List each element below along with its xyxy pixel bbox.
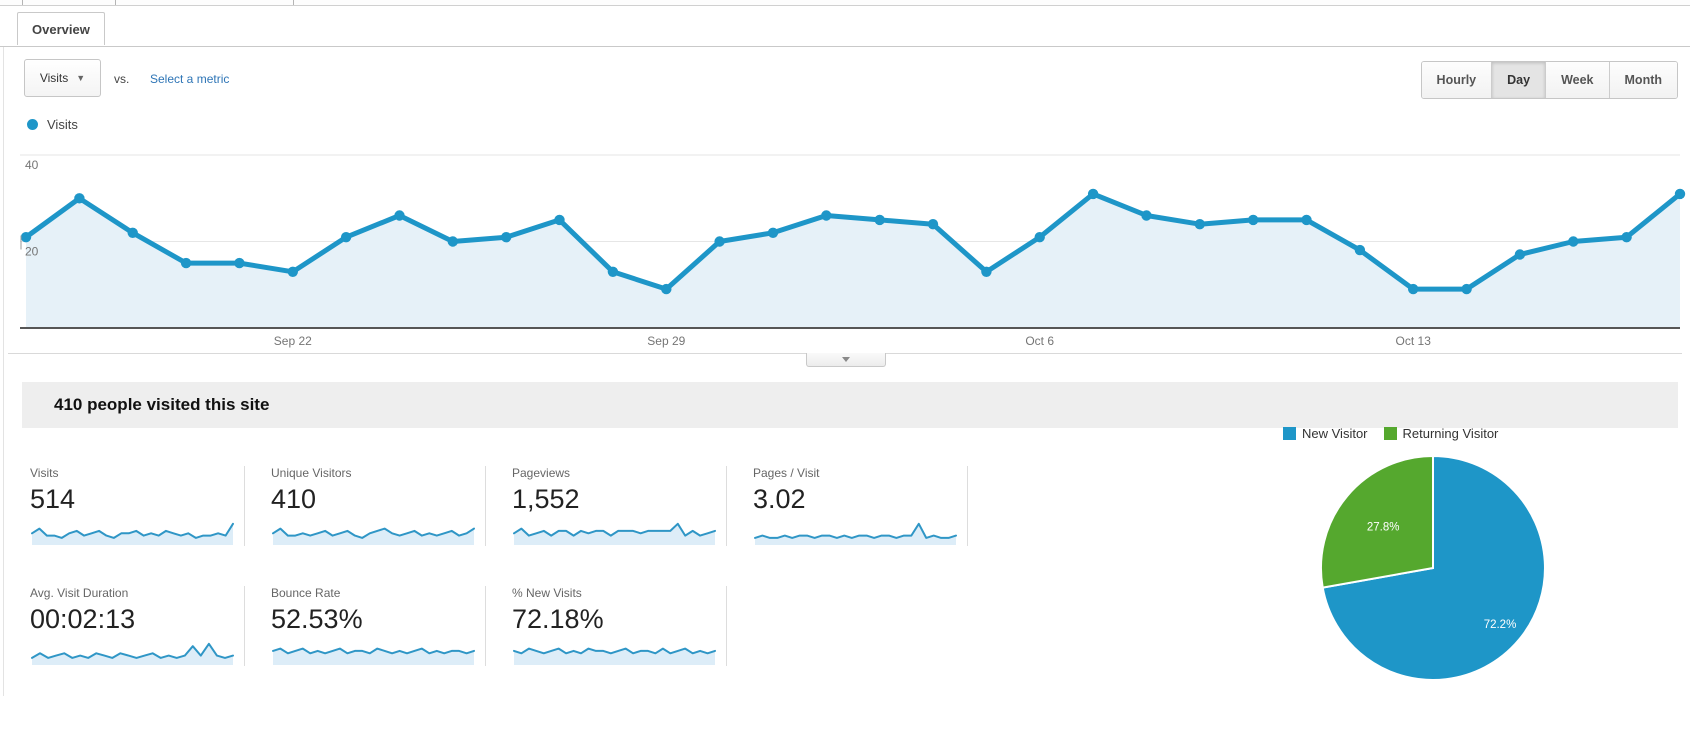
pie-legend-item-new-visitor: New Visitor xyxy=(1283,426,1368,441)
metric-card-pageviews: Pageviews 1,552 xyxy=(512,466,727,546)
pie-legend-label: New Visitor xyxy=(1302,426,1368,441)
metric-sparkline xyxy=(512,518,717,546)
metric-sparkline xyxy=(753,518,958,546)
top-strip-tick xyxy=(293,0,294,5)
metric-sparkline xyxy=(512,638,717,666)
granularity-toggle: Hourly Day Week Month xyxy=(1420,61,1678,99)
metric-card-pages-per-visit: Pages / Visit 3.02 xyxy=(753,466,968,546)
granularity-day-button[interactable]: Day xyxy=(1491,62,1546,98)
top-strip-tick xyxy=(22,0,23,5)
tab-overview[interactable]: Overview xyxy=(17,12,105,45)
metric-label: % New Visits xyxy=(512,586,582,600)
metric-label: Pageviews xyxy=(512,466,571,480)
visitors-headline-text: 410 people visited this site xyxy=(54,395,270,414)
metric-label: Pages / Visit xyxy=(753,466,820,480)
legend-swatch-icon xyxy=(1283,427,1296,440)
tab-row-divider xyxy=(0,46,1690,47)
chevron-down-icon xyxy=(842,357,850,362)
collapse-chart-button[interactable] xyxy=(806,353,886,367)
metric-card-percent-new-visits: % New Visits 72.18% xyxy=(512,586,727,666)
svg-text:Oct 13: Oct 13 xyxy=(1396,334,1432,348)
metric-label: Unique Visitors xyxy=(271,466,352,480)
metric-value: 52.53% xyxy=(271,604,363,634)
granularity-week-button[interactable]: Week xyxy=(1545,62,1609,98)
pie-legend-label: Returning Visitor xyxy=(1402,426,1499,441)
chevron-down-icon: ▼ xyxy=(76,73,86,83)
pie-legend-item-returning-visitor: Returning Visitor xyxy=(1383,426,1499,441)
top-strip xyxy=(0,0,1690,6)
metric-selector-label: Visits xyxy=(39,71,69,85)
metric-cards-row-2: Avg. Visit Duration 00:02:13 Bounce Rate… xyxy=(30,586,753,666)
svg-text:20: 20 xyxy=(25,245,39,259)
top-strip-tick xyxy=(115,0,116,5)
svg-text:Oct 6: Oct 6 xyxy=(1025,334,1054,348)
metric-cards-row-1: Visits 514 Unique Visitors 410 Pageviews… xyxy=(30,466,994,546)
page-left-border xyxy=(3,46,4,696)
metric-value: 514 xyxy=(30,484,76,514)
legend-swatch-icon xyxy=(1383,427,1397,440)
metric-value: 00:02:13 xyxy=(30,604,136,634)
svg-text:Sep 29: Sep 29 xyxy=(647,334,685,348)
metric-label: Visits xyxy=(30,466,59,480)
metric-label: Bounce Rate xyxy=(271,586,341,600)
svg-text:27.8%: 27.8% xyxy=(1367,521,1400,533)
series-legend-label: Visits xyxy=(47,117,78,132)
metric-card-avg-visit-duration: Avg. Visit Duration 00:02:13 xyxy=(30,586,245,666)
vs-label: vs. xyxy=(114,72,130,86)
visitor-type-pie-chart: 72.2% 27.8% xyxy=(1313,448,1553,688)
visitors-headline: 410 people visited this site xyxy=(22,382,1678,428)
svg-text:Sep 22: Sep 22 xyxy=(274,334,312,348)
metric-value: 410 xyxy=(271,484,317,514)
metric-sparkline xyxy=(271,518,476,546)
metric-label: Avg. Visit Duration xyxy=(30,586,129,600)
visits-timeline-chart: 20 40 Sep 22 Sep 29 Oct 6 Oct 13 xyxy=(0,145,1690,353)
metric-value: 3.02 xyxy=(753,484,806,514)
metric-card-visits: Visits 514 xyxy=(30,466,245,546)
pie-legend: New Visitor Returning Visitor xyxy=(1283,426,1583,441)
metric-value: 1,552 xyxy=(512,484,580,514)
metric-selector-dropdown[interactable]: Visits ▼ xyxy=(24,59,101,97)
metric-card-unique-visitors: Unique Visitors 410 xyxy=(271,466,486,546)
select-a-metric-link[interactable]: Select a metric xyxy=(150,72,230,86)
metric-sparkline xyxy=(30,518,235,546)
granularity-month-button[interactable]: Month xyxy=(1608,62,1677,98)
metric-sparkline xyxy=(30,638,235,666)
metric-sparkline xyxy=(271,638,476,666)
svg-text:40: 40 xyxy=(25,158,39,172)
metric-value: 72.18% xyxy=(512,604,604,634)
series-color-dot-icon xyxy=(27,119,38,130)
svg-text:72.2%: 72.2% xyxy=(1484,619,1517,631)
granularity-hourly-button[interactable]: Hourly xyxy=(1421,62,1492,98)
chart-legend: Visits xyxy=(27,117,78,132)
metric-card-bounce-rate: Bounce Rate 52.53% xyxy=(271,586,486,666)
